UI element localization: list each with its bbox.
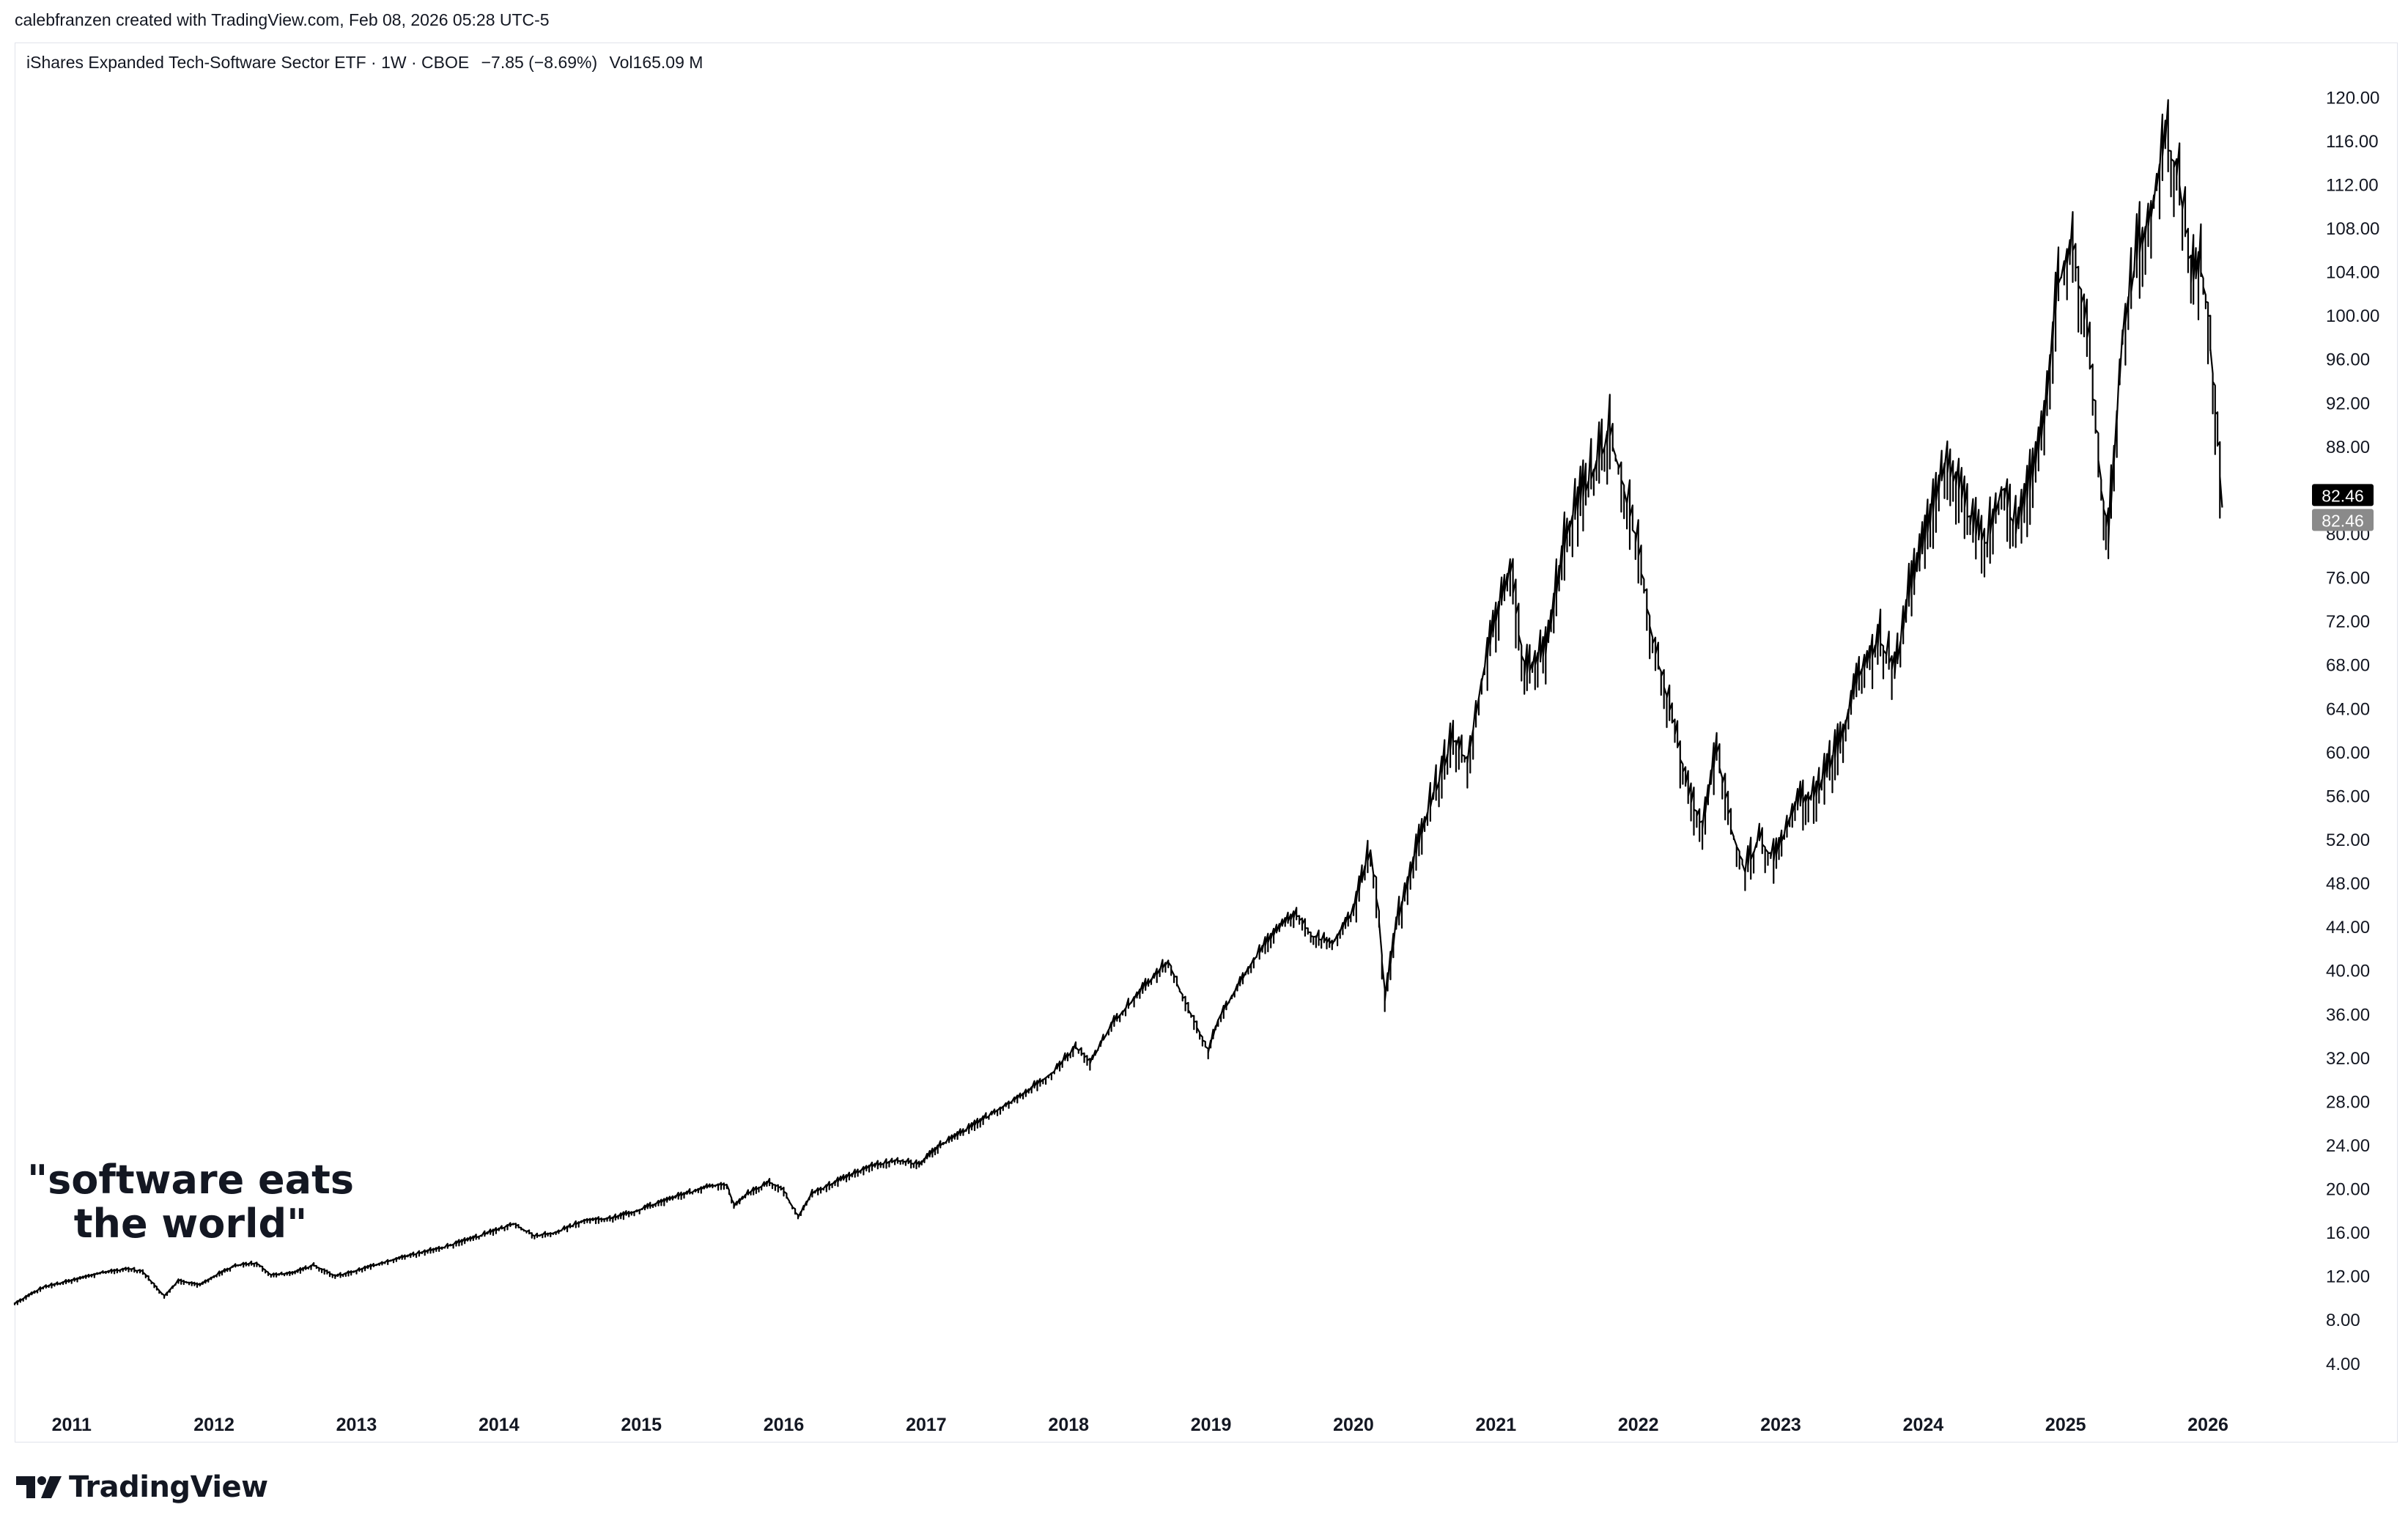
x-tick-label: 2014	[479, 1415, 520, 1435]
x-tick-label: 2011	[52, 1415, 92, 1435]
y-tick-label: 108.00	[2326, 219, 2379, 239]
y-tick-label: 8.00	[2326, 1311, 2360, 1330]
y-tick-label: 20.00	[2326, 1180, 2370, 1200]
last-price-badge	[2312, 484, 2374, 506]
x-tick-label: 2021	[1476, 1415, 1517, 1435]
y-tick-label: 116.00	[2326, 132, 2379, 152]
y-tick-label: 64.00	[2326, 699, 2370, 719]
y-tick-label: 56.00	[2326, 786, 2370, 806]
x-tick-label: 2016	[764, 1415, 805, 1435]
x-tick-label: 2023	[1760, 1415, 1801, 1435]
y-tick-label: 76.00	[2326, 569, 2370, 589]
y-tick-label: 28.00	[2326, 1092, 2370, 1112]
y-tick-label: 120.00	[2326, 88, 2379, 108]
chart-annotation: "software eats the world"	[15, 1158, 366, 1246]
x-tick-label: 2020	[1333, 1415, 1374, 1435]
y-tick-label: 100.00	[2326, 306, 2379, 326]
symbol-legend[interactable]: iShares Expanded Tech-Software Sector ET…	[26, 53, 703, 73]
price-change: −7.85 (−8.69%)	[481, 53, 598, 72]
x-tick-label: 2025	[2045, 1415, 2086, 1435]
chart-credit: calebfranzen created with TradingView.co…	[15, 10, 550, 29]
last-price-label: 82.46	[2322, 486, 2364, 505]
x-tick-label: 2022	[1618, 1415, 1659, 1435]
x-tick-label: 2017	[906, 1415, 947, 1435]
x-tick-label: 2018	[1048, 1415, 1089, 1435]
tradingview-logo-icon	[16, 1476, 62, 1498]
y-tick-label: 44.00	[2326, 918, 2370, 937]
y-tick-label: 72.00	[2326, 612, 2370, 632]
y-tick-label: 16.00	[2326, 1223, 2370, 1243]
x-tick-label: 2026	[2187, 1415, 2228, 1435]
annotation-line-1: "software eats	[26, 1157, 355, 1203]
y-tick-label: 24.00	[2326, 1136, 2370, 1156]
y-tick-label: 52.00	[2326, 830, 2370, 850]
y-tick-label: 112.00	[2326, 175, 2379, 195]
y-tick-label: 32.00	[2326, 1049, 2370, 1069]
y-tick-label: 92.00	[2326, 394, 2370, 413]
y-tick-label: 4.00	[2326, 1355, 2360, 1374]
y-tick-label: 36.00	[2326, 1005, 2370, 1025]
x-tick-label: 2015	[621, 1415, 662, 1435]
x-tick-label: 2019	[1191, 1415, 1232, 1435]
y-tick-label: 68.00	[2326, 656, 2370, 676]
close-price-label: 82.46	[2322, 511, 2364, 530]
volume-readout: Vol165.09 M	[610, 53, 703, 72]
symbol-title: iShares Expanded Tech-Software Sector ET…	[26, 53, 470, 72]
x-tick-label: 2024	[1903, 1415, 1944, 1435]
y-tick-label: 88.00	[2326, 438, 2370, 457]
close-price-badge	[2312, 509, 2374, 531]
volume-value: 165.09 M	[632, 53, 703, 72]
chart-frame	[15, 43, 2398, 1443]
tradingview-wordmark: TradingView	[69, 1470, 268, 1504]
x-tick-label: 2012	[193, 1415, 234, 1435]
y-tick-label: 104.00	[2326, 263, 2379, 283]
y-tick-label: 60.00	[2326, 743, 2370, 763]
y-tick-label: 12.00	[2326, 1267, 2370, 1287]
x-tick-label: 2013	[336, 1415, 377, 1435]
y-tick-label: 40.00	[2326, 962, 2370, 981]
y-tick-label: 48.00	[2326, 874, 2370, 894]
annotation-line-2: the world"	[73, 1201, 308, 1247]
tradingview-brand[interactable]: TradingView	[16, 1470, 268, 1504]
volume-label: Vol	[609, 53, 633, 72]
price-series-line	[13, 99, 2223, 1305]
y-tick-label: 96.00	[2326, 350, 2370, 370]
